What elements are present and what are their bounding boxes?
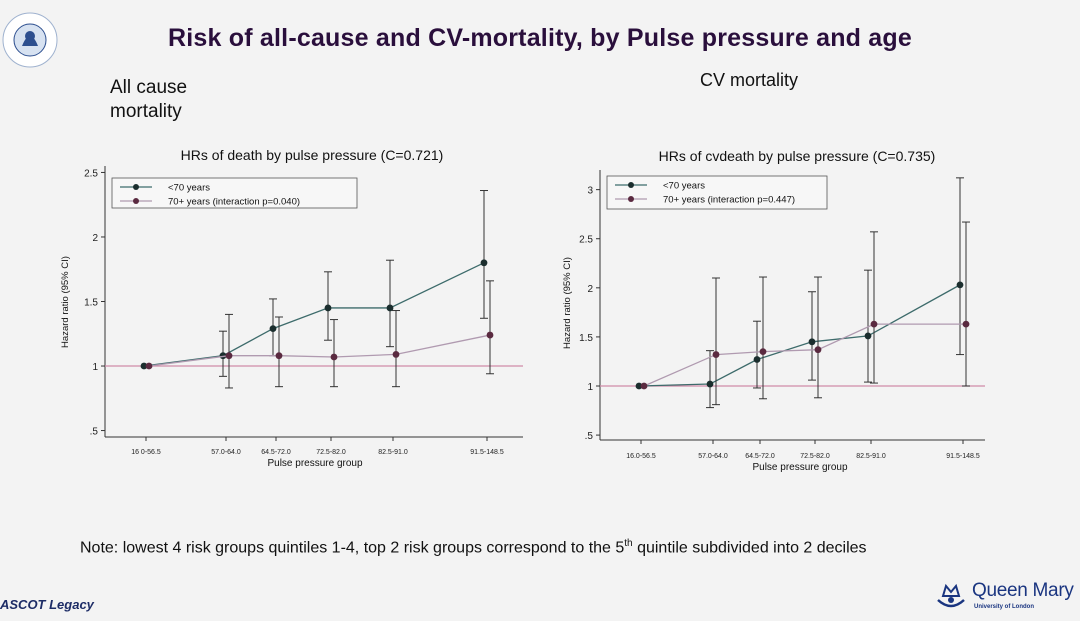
ascot-legacy-label: ASCOT Legacy [0, 597, 94, 612]
data-point [145, 362, 153, 370]
brand-subtitle: University of London [974, 604, 1034, 610]
legend-box [111, 177, 358, 209]
data-point [753, 356, 761, 363]
x-tick-label: 64.5-72.0 [745, 453, 775, 460]
data-point [640, 382, 648, 390]
y-tick-label: .5 [90, 427, 99, 438]
x-tick-label: 16 0-56.5 [131, 449, 161, 456]
y-tick-label: 1.5 [579, 333, 593, 344]
y-tick-label: 2.5 [84, 168, 98, 179]
data-point [275, 352, 283, 360]
x-axis-label: Pulse pressure group [267, 458, 362, 469]
x-tick-label: 82.5-91.0 [856, 453, 886, 460]
footnote-suffix: quintile subdivided into 2 deciles [632, 539, 867, 557]
y-axis-label: Hazard ratio (95% CI) [60, 256, 71, 348]
y-tick-label: 2.5 [579, 235, 593, 246]
data-point [956, 281, 964, 289]
subtitle-all-cause: All cause mortality [110, 77, 188, 122]
data-point [864, 332, 872, 340]
legend-label: 70+ years (interaction p=0.040) [168, 197, 300, 208]
data-point [486, 331, 494, 339]
y-tick-label: 1.5 [84, 298, 98, 309]
data-point [225, 352, 233, 360]
y-tick-label: .5 [585, 431, 594, 442]
footnote-sup: th [624, 538, 633, 549]
brand-name: Queen Mary [972, 580, 1074, 601]
data-point [330, 353, 338, 361]
legend-swatch-marker [628, 182, 634, 188]
y-tick-label: 2 [92, 233, 98, 244]
institute-logo [2, 12, 58, 68]
data-point [759, 348, 767, 356]
series-line-over70 [148, 334, 491, 367]
y-tick-label: 1 [92, 362, 98, 373]
footnote: Note: lowest 4 risk groups quintiles 1-4… [80, 538, 867, 557]
series-line-over70 [643, 323, 966, 387]
legend-box [606, 175, 828, 210]
x-tick-label: 72.5-82.0 [316, 449, 346, 456]
y-axis-label: Hazard ratio (95% CI) [562, 257, 573, 349]
legend-swatch-marker [133, 184, 139, 190]
legend-swatch-marker [133, 198, 139, 204]
data-point [706, 380, 714, 388]
x-tick-label: 57.0-64.0 [211, 449, 241, 456]
x-tick-label: 82.5-91.0 [378, 449, 408, 456]
series-line-under70 [143, 262, 485, 367]
data-point [962, 320, 970, 328]
legend-swatch-marker [628, 196, 634, 202]
data-point [386, 304, 394, 312]
data-point [219, 352, 227, 360]
data-point [324, 304, 332, 312]
x-axis-label: Pulse pressure group [752, 462, 847, 473]
y-tick-label: 2 [587, 284, 593, 295]
data-point [635, 382, 643, 390]
footnote-prefix: Note: lowest 4 risk groups quintiles 1-4… [80, 539, 625, 557]
data-point [480, 259, 488, 267]
data-point [712, 351, 720, 358]
x-tick-label: 57.0-64.0 [698, 453, 728, 460]
x-tick-label: 64.5-72.0 [261, 449, 291, 456]
crown-icon [937, 583, 965, 608]
queen-mary-logo: Queen Mary University of London [930, 578, 1080, 618]
chart-title: HRs of death by pulse pressure (C=0.721) [181, 147, 444, 163]
data-point [140, 362, 148, 370]
legend-label: <70 years [168, 183, 210, 194]
subtitle-cv: CV mortality [700, 70, 799, 90]
x-tick-label: 91.5-148.5 [470, 449, 504, 456]
x-tick-label: 91.5-148.5 [946, 453, 980, 460]
y-tick-label: 1 [587, 382, 593, 393]
series-line-under70 [638, 284, 961, 387]
x-tick-label: 72.5-82.0 [800, 453, 830, 460]
chart-title: HRs of cvdeath by pulse pressure (C=0.73… [659, 148, 936, 164]
legend-label: 70+ years (interaction p=0.447) [663, 195, 795, 206]
y-tick-label: 3 [587, 186, 593, 197]
data-point [269, 325, 277, 332]
data-point [392, 351, 400, 358]
data-point [870, 320, 878, 328]
data-point [814, 346, 822, 354]
slide-title: Risk of all-cause and CV-mortality, by P… [168, 24, 912, 52]
data-point [808, 338, 816, 346]
x-tick-label: 16.0-56.5 [626, 453, 656, 460]
legend-label: <70 years [663, 181, 705, 192]
